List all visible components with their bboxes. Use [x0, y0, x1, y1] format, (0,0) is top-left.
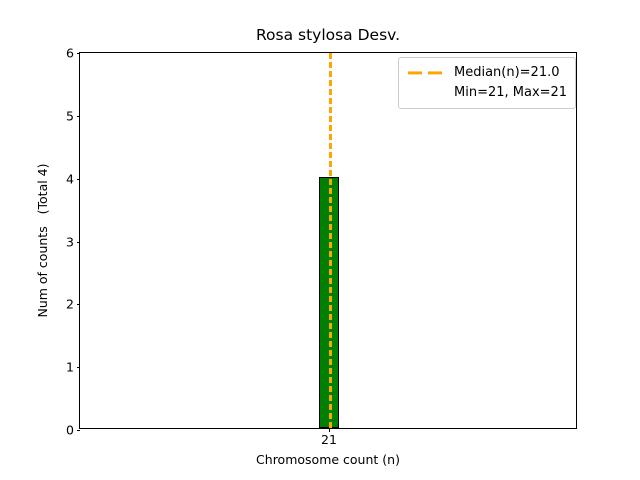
- y-tick-label: 0: [66, 422, 74, 438]
- y-tick-mark: [76, 53, 80, 54]
- legend-item: Min=21, Max=21: [406, 83, 567, 103]
- y-tick-mark: [76, 241, 80, 243]
- x-tick-label: 21: [321, 432, 337, 447]
- dashed-line-icon: [406, 63, 446, 83]
- y-tick-label: 1: [66, 359, 74, 375]
- y-tick-mark: [76, 304, 80, 306]
- y-tick-mark: [76, 115, 80, 117]
- y-tick-mark: [76, 178, 80, 180]
- y-tick-label: 6: [66, 45, 74, 61]
- x-axis-label: Chromosome count (n): [256, 452, 400, 467]
- y-tick-label: 2: [66, 296, 74, 312]
- median-line: [329, 53, 332, 428]
- y-tick-label: 4: [66, 171, 74, 187]
- x-tick-mark: [329, 428, 330, 432]
- legend-item-label: Min=21, Max=21: [454, 85, 568, 100]
- y-tick-mark: [76, 430, 80, 431]
- y-tick-label: 3: [66, 234, 74, 249]
- plot-inner: [80, 53, 576, 428]
- y-tick-label: 5: [66, 108, 74, 124]
- legend-item-label: Median(n)=21.0: [454, 65, 560, 80]
- plot-area: 0 1 2 3 4 5 6 21: [66, 47, 577, 447]
- page-title: Rosa stylosa Desv.: [255, 26, 401, 44]
- y-tick-mark: [76, 367, 80, 369]
- y-axis-label: Num of counts (Total 4): [35, 163, 50, 318]
- legend-handle-empty: [406, 83, 446, 103]
- legend-item: Median(n)=21.0: [406, 63, 567, 83]
- legend: Median(n)=21.0 Min=21, Max=21: [398, 57, 577, 109]
